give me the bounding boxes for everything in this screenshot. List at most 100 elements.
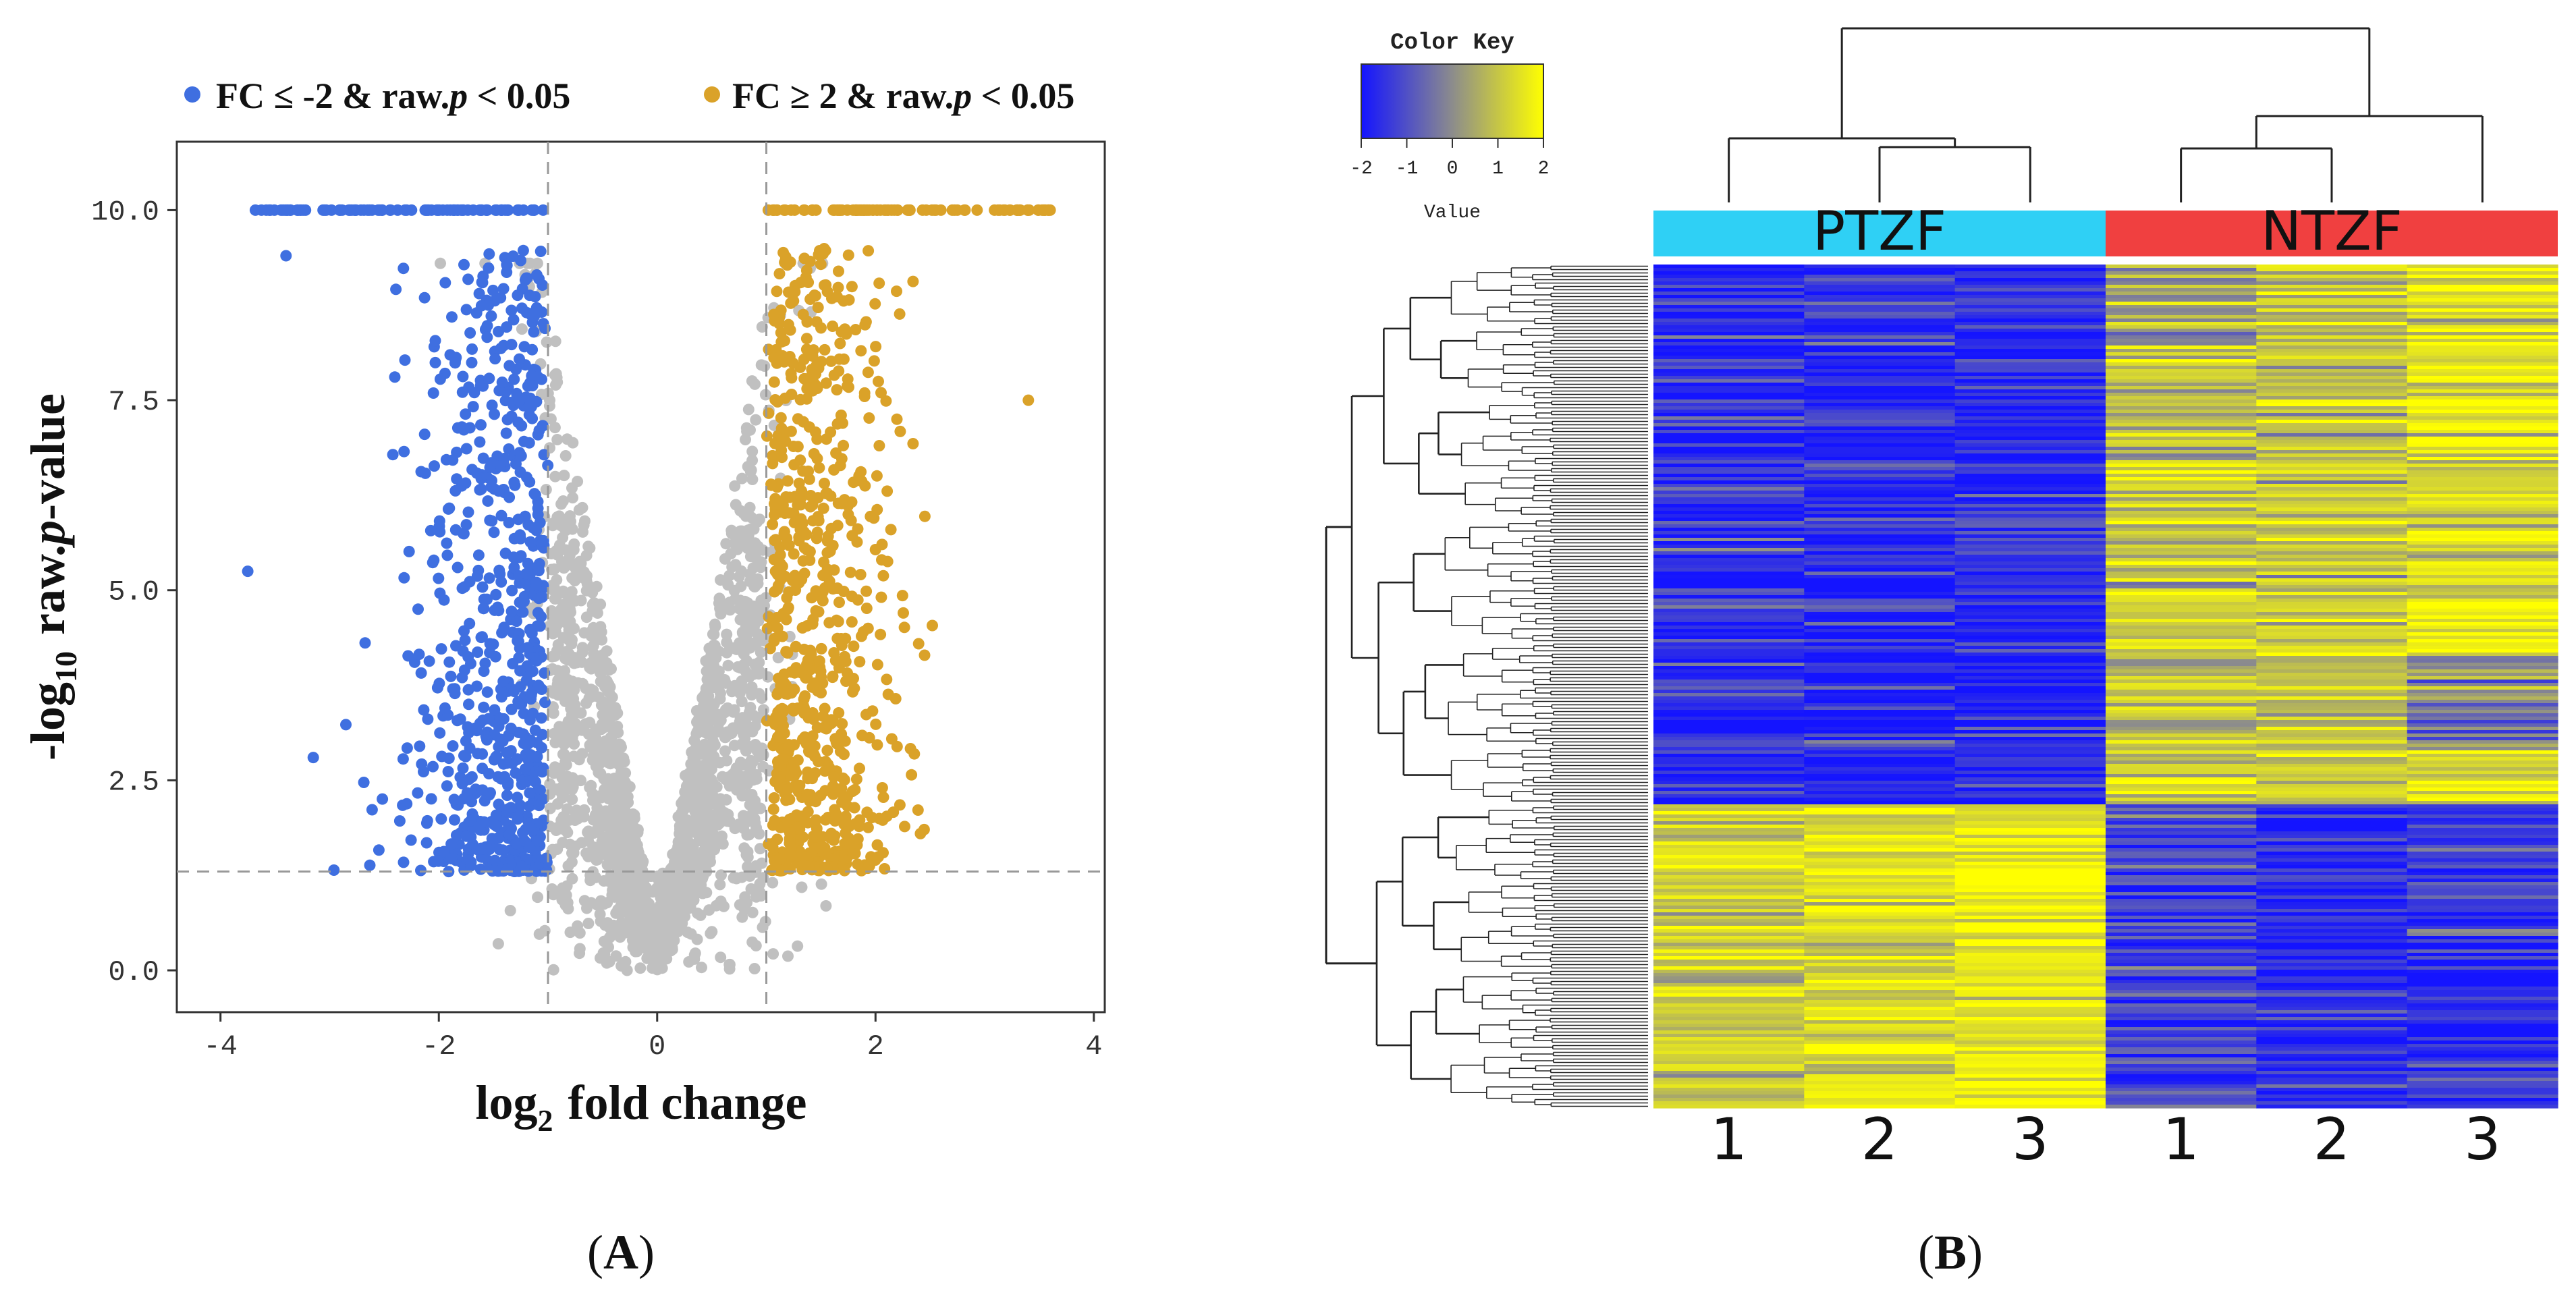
ns-point xyxy=(688,802,700,814)
down-point xyxy=(478,701,490,713)
heatmap-cell xyxy=(2256,285,2408,289)
up-point xyxy=(855,466,867,478)
up-point xyxy=(889,693,902,704)
heatmap-cell xyxy=(1653,413,1805,417)
ns-point xyxy=(564,926,576,939)
ns-point xyxy=(734,684,746,696)
up-point xyxy=(779,204,791,216)
heatmap-cell xyxy=(1653,325,1805,329)
ns-point xyxy=(744,615,756,627)
heatmap-cell xyxy=(2106,379,2257,383)
down-point xyxy=(485,787,496,799)
ns-point xyxy=(755,359,767,371)
up-point xyxy=(802,806,814,818)
heatmap-cell xyxy=(1653,369,1805,373)
down-point xyxy=(506,584,518,597)
up-point xyxy=(792,441,804,453)
down-point xyxy=(476,581,489,593)
up-point xyxy=(775,558,786,570)
ns-point xyxy=(576,642,588,654)
heatmap-cell xyxy=(2407,467,2558,471)
up-point xyxy=(793,477,805,489)
up-point xyxy=(891,285,902,298)
heatmap-cell xyxy=(2106,480,2257,484)
heatmap-cell xyxy=(2407,339,2558,343)
heatmap-cell xyxy=(2106,292,2257,296)
heatmap-cell xyxy=(2407,366,2558,370)
ns-point xyxy=(709,843,721,856)
up-point xyxy=(831,291,843,303)
down-point xyxy=(462,843,474,855)
down-point xyxy=(445,853,458,864)
heatmap-cell xyxy=(2407,460,2558,464)
up-point xyxy=(871,659,883,671)
down-point xyxy=(519,763,531,775)
heatmap-cell xyxy=(2407,335,2558,339)
down-point xyxy=(459,634,471,646)
up-point xyxy=(796,574,808,586)
ns-point xyxy=(574,947,586,960)
heatmap-cell xyxy=(1804,416,1956,420)
up-point xyxy=(769,534,781,547)
down-point xyxy=(472,646,484,658)
group-label-ptzf: PTZF xyxy=(1813,200,1946,262)
ns-point xyxy=(700,723,712,735)
up-point xyxy=(894,425,906,437)
heatmap-cell xyxy=(2256,474,2408,478)
down-point xyxy=(398,262,410,275)
ns-point xyxy=(660,940,672,952)
up-point xyxy=(827,321,839,332)
ns-point xyxy=(590,871,602,883)
heatmap-cell xyxy=(2106,268,2257,272)
color-key: Color Key -2 -1 0 1 2 Value xyxy=(1350,30,1549,223)
ns-point xyxy=(516,323,528,335)
heatmap-cell xyxy=(1653,312,1805,316)
up-point xyxy=(767,803,779,815)
legend-up-marker xyxy=(704,86,720,103)
ns-point xyxy=(740,744,752,756)
ns-point xyxy=(566,482,578,494)
volcano-legend: FC ≤ -2 & raw.p < 0.05 FC ≥ 2 & raw.p < … xyxy=(184,76,1074,116)
down-point xyxy=(355,204,367,216)
up-point xyxy=(787,358,799,369)
down-point xyxy=(505,605,518,617)
down-point xyxy=(502,747,514,759)
ns-point xyxy=(762,671,774,683)
ns-point xyxy=(670,876,682,888)
ns-point xyxy=(593,790,605,802)
heatmap-cell xyxy=(2106,467,2257,471)
heatmap-cell xyxy=(1954,480,2106,484)
ns-point xyxy=(620,955,632,968)
heatmap-cell xyxy=(2256,447,2408,451)
down-point xyxy=(398,856,410,868)
up-point xyxy=(847,686,858,698)
up-point xyxy=(877,792,889,803)
heatmap-cell xyxy=(2256,396,2408,400)
down-point xyxy=(420,837,433,849)
down-point xyxy=(456,671,468,684)
color-key-title: Color Key xyxy=(1390,30,1514,56)
ns-point xyxy=(714,879,726,891)
down-point xyxy=(475,483,487,495)
heatmap-cell xyxy=(2256,393,2408,397)
heatmap-cell xyxy=(2407,298,2558,302)
heatmap-cell xyxy=(2106,352,2257,356)
ns-point xyxy=(743,683,755,695)
down-point xyxy=(522,642,534,654)
heatmap-cell xyxy=(2106,457,2257,461)
up-point xyxy=(788,548,800,560)
down-point xyxy=(483,248,495,260)
down-point xyxy=(532,509,544,521)
ns-point xyxy=(567,492,578,504)
down-point xyxy=(515,450,527,462)
down-point xyxy=(418,704,430,716)
legend-down-label: FC ≤ -2 & raw.p < 0.05 xyxy=(216,76,570,116)
down-point xyxy=(403,545,415,557)
up-point xyxy=(821,487,833,499)
up-point xyxy=(830,447,842,459)
ns-point xyxy=(557,495,569,507)
heatmap-cell xyxy=(1954,474,2106,478)
up-point xyxy=(863,860,875,872)
heatmap-cell xyxy=(2407,369,2558,373)
heatmap-cell xyxy=(2106,403,2257,407)
